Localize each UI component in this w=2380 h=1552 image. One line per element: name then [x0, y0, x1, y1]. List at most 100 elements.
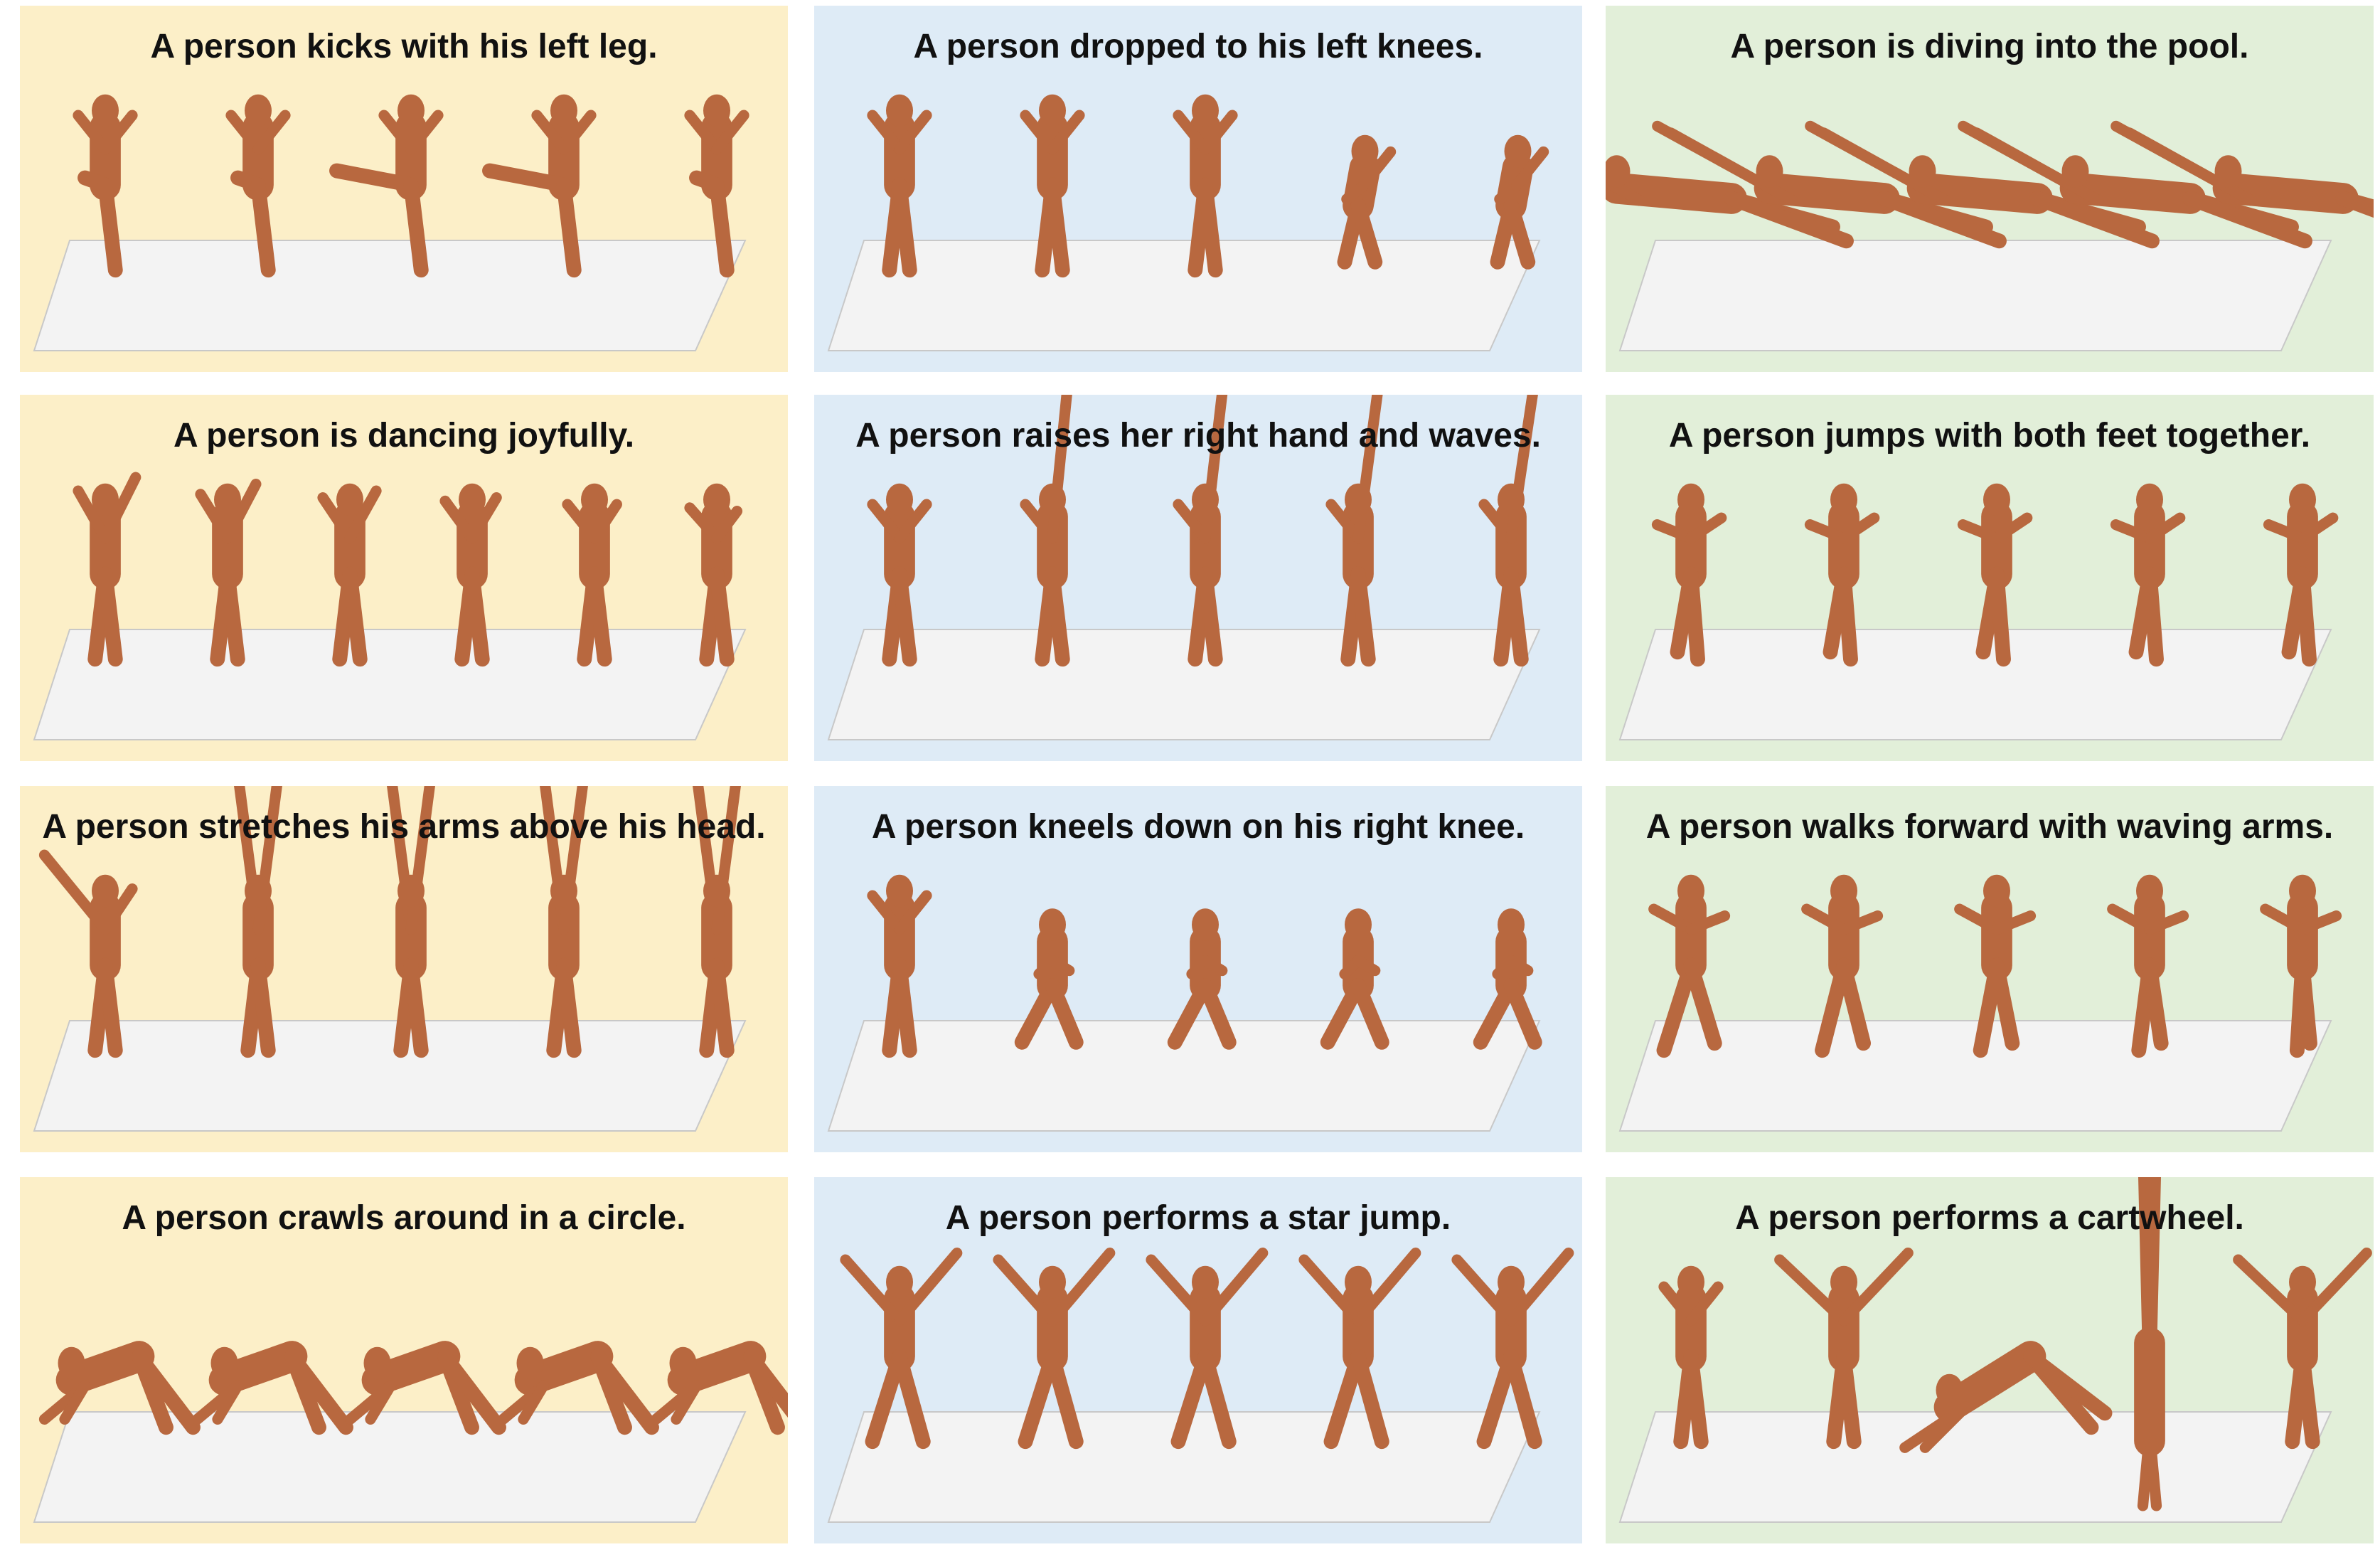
motion-figure	[387, 786, 435, 1058]
motion-figure	[2107, 874, 2189, 1058]
motion-figure	[693, 786, 741, 1058]
motion-figure	[684, 483, 743, 667]
motion-figure	[562, 483, 622, 667]
floor-plane	[1618, 629, 2332, 740]
panel-stretch: A person stretches his arms above his he…	[20, 786, 788, 1152]
motion-figure	[1805, 120, 2160, 249]
motion-figure	[867, 483, 932, 667]
motion-figure	[344, 1341, 506, 1435]
motion-figure	[191, 1341, 353, 1435]
motion-figure	[2263, 483, 2339, 667]
floor-plane	[1618, 1020, 2332, 1132]
motion-figure	[1478, 395, 1538, 667]
motion-figure	[329, 94, 444, 278]
motion-figure	[497, 1341, 659, 1435]
panel-dance: A person is dancing joyfully.	[20, 395, 788, 761]
panel-kneel: A person kneels down on his right knee.	[814, 786, 1582, 1152]
motion-figure	[1146, 1248, 1269, 1450]
motion-scene	[827, 1248, 1574, 1523]
motion-scene	[827, 395, 1541, 740]
floor-plane	[33, 240, 747, 351]
panel-cartwheel: A person performs a cartwheel.	[1606, 1177, 2374, 1543]
motion-figure	[1652, 120, 2007, 249]
motion-figure	[867, 874, 932, 1058]
motion-figure	[1801, 874, 1884, 1058]
motion-scene	[1618, 874, 2342, 1132]
motion-scene	[33, 94, 749, 351]
motion-figure	[1173, 395, 1228, 667]
panel-caption: A person stretches his arms above his he…	[42, 808, 766, 846]
panel-kick: A person kicks with his left leg.	[20, 6, 788, 372]
panel-walk: A person walks forward with waving arms.	[1606, 786, 2374, 1152]
motion-figure	[1325, 395, 1383, 667]
panel-caption: A person kicks with his left leg.	[150, 28, 658, 65]
motion-figure	[1658, 1265, 1724, 1450]
floor-plane	[827, 1411, 1541, 1523]
motion-figure	[1167, 908, 1237, 1050]
panel-caption: A person crawls around in a circle.	[122, 1199, 686, 1237]
panel-drop: A person dropped to his left knees.	[814, 6, 1582, 372]
motion-figure	[195, 479, 262, 667]
motion-figure	[1606, 155, 1854, 249]
motion-figure	[73, 472, 142, 667]
motion-figure	[2233, 1248, 2372, 1450]
motion-figure	[650, 1341, 788, 1435]
motion-figure	[1473, 908, 1542, 1050]
panel-caption: A person walks forward with waving arms.	[1645, 808, 2334, 846]
motion-figure	[38, 1341, 201, 1435]
motion-figure	[1337, 134, 1397, 270]
panel-caption: A person dropped to his left knees.	[913, 28, 1483, 65]
motion-figure	[439, 483, 502, 667]
motion-figure	[1804, 483, 1880, 667]
motion-figure	[1298, 1248, 1421, 1450]
motion-figure	[840, 1248, 963, 1450]
panel-jump: A person jumps with both feet together.	[1606, 395, 2374, 761]
motion-scene	[827, 94, 1549, 351]
motion-scene	[1618, 483, 2339, 740]
motion-figure	[1651, 483, 1727, 667]
motion-figure	[2110, 120, 2374, 218]
motion-figure	[1173, 94, 1238, 278]
motion-scene	[33, 472, 747, 740]
motion-figure	[540, 786, 588, 1058]
motion-scene	[1618, 1177, 2372, 1523]
floor-plane	[33, 629, 747, 740]
motion-scene	[1606, 120, 2374, 351]
motion-figure	[867, 94, 932, 278]
floor-plane	[33, 1020, 747, 1132]
motion-figure	[684, 94, 749, 278]
panel-caption: A person kneels down on his right knee.	[871, 808, 1525, 846]
panel-caption: A person is diving into the pool.	[1730, 28, 2249, 65]
floor-plane	[827, 1020, 1541, 1132]
motion-scene	[33, 786, 747, 1132]
motion-figure	[1451, 1248, 1574, 1450]
motion-figure	[1014, 908, 1084, 1050]
motion-figure	[1958, 120, 2312, 249]
motion-figure	[1954, 874, 2037, 1058]
motion-figure	[225, 94, 291, 278]
motion-figure	[993, 1248, 1116, 1450]
motion-figure	[2260, 874, 2342, 1058]
motion-figure	[1957, 483, 2033, 667]
motion-scene	[33, 1341, 788, 1523]
floor-plane	[827, 240, 1541, 351]
motion-figure	[1020, 94, 1085, 278]
motion-figure	[38, 849, 138, 1058]
floor-plane	[33, 1411, 747, 1523]
panel-caption: A person jumps with both feet together.	[1668, 417, 2311, 455]
motion-scene	[827, 874, 1542, 1132]
panel-caption: A person performs a star jump.	[945, 1199, 1451, 1237]
panel-star: A person performs a star jump.	[814, 1177, 1582, 1543]
motion-figure	[73, 94, 138, 278]
panel-caption: A person is dancing joyfully.	[173, 417, 635, 455]
motion-figure	[1899, 1341, 2113, 1453]
panel-caption: A person performs a cartwheel.	[1735, 1199, 2244, 1237]
floor-plane	[827, 629, 1541, 740]
motion-figure	[1020, 395, 1072, 667]
panel-caption: A person raises her right hand and waves…	[855, 417, 1541, 455]
motion-figure	[1774, 1248, 1914, 1450]
panel-crawl: A person crawls around in a circle.	[20, 1177, 788, 1543]
motion-figure	[234, 786, 282, 1058]
motion-figure	[317, 483, 382, 667]
motion-figure	[2110, 483, 2186, 667]
